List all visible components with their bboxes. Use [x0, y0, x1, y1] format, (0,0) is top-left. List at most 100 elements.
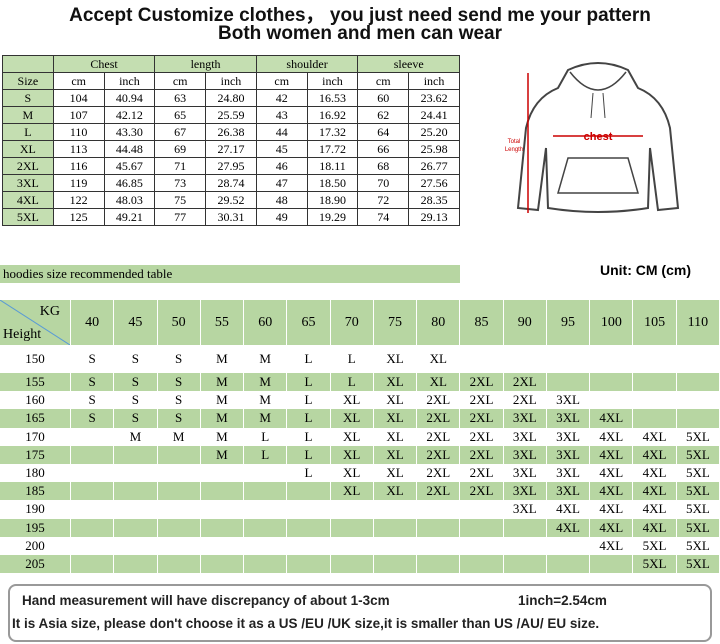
size-cell [286, 500, 331, 519]
size-cell [70, 445, 115, 464]
size-cell: 2XL [459, 463, 504, 483]
size-cell [157, 554, 201, 574]
cell: 24.80 [205, 89, 257, 107]
size-cell [157, 482, 201, 501]
size-cell [632, 345, 677, 373]
size-cell [243, 482, 288, 501]
kg-header: 75 [373, 300, 418, 345]
size-cell: M [200, 391, 245, 410]
size-cell [243, 536, 288, 555]
size-cell: 3XL [503, 463, 547, 483]
size-cell: M [243, 373, 288, 392]
size-cell [70, 554, 115, 574]
size-cell [243, 463, 288, 483]
size-cell: S [113, 391, 158, 410]
header-row: KG Height 40 45 50 55 60 65 70 75 80 85 90 95 100 105 11… [0, 300, 720, 345]
size-row: 5XL 125 49.21 77 30.31 49 19.29 74 29.13 [2, 208, 460, 226]
size-cell [200, 482, 245, 501]
kg-header: 95 [546, 300, 591, 345]
cell: 49.21 [103, 208, 156, 226]
size-cell: XL [373, 391, 418, 410]
cell: 45.67 [103, 157, 156, 175]
size-cell [113, 500, 158, 519]
weight-row: 175 M L L XL XL 2XL 2XL 3XL 3XL 4XL 4XL 5XL [0, 445, 720, 464]
weight-row: 190 3XL 4XL 4XL 4XL 5XL [0, 500, 720, 519]
height-cell: 165 [0, 409, 71, 428]
size-cell [503, 345, 547, 373]
size-cell [676, 391, 720, 410]
cell: 43 [255, 106, 308, 124]
size-row: 3XL 119 46.85 73 28.74 47 18.50 70 27.56 [2, 174, 460, 192]
size-cell: L [286, 463, 331, 483]
weight-row: 150 S S S M M L L XL XL [0, 345, 720, 373]
kg-header: 40 [70, 300, 115, 345]
cell: 74 [357, 208, 410, 226]
cell: 28.74 [205, 174, 257, 192]
kg-header: 100 [589, 300, 634, 345]
size-cell: M [200, 409, 245, 428]
size-cell: XL [373, 345, 418, 373]
cell: 25.98 [408, 140, 460, 158]
size-cell [157, 536, 201, 555]
size-cell [373, 536, 418, 555]
size-cell [589, 345, 634, 373]
size-cell [70, 536, 115, 555]
cell: 27.17 [205, 140, 257, 158]
size-cell [70, 463, 115, 483]
size-row: S 104 40.94 63 24.80 42 16.53 60 23.62 [2, 89, 460, 107]
size-cell: 4XL [589, 409, 634, 428]
size-cell [632, 409, 677, 428]
size-cell: XL [373, 427, 418, 446]
size-cell: M [2, 106, 54, 124]
size-cell [373, 500, 418, 519]
size-cell: M [243, 391, 288, 410]
cell: 60 [357, 89, 410, 107]
size-cell [70, 482, 115, 501]
size-cell [286, 518, 331, 537]
size-cell: 2XL [416, 409, 461, 428]
size-cell: 2XL [459, 391, 504, 410]
size-cell: 5XL [2, 208, 54, 226]
size-cell [70, 518, 115, 537]
size-cell [243, 518, 288, 537]
size-cell: 3XL [503, 500, 547, 519]
size-cell: 4XL [632, 518, 677, 537]
size-cell [157, 518, 201, 537]
cell [2, 55, 54, 73]
unit-header: inch [205, 72, 257, 90]
cell: 113 [52, 140, 105, 158]
size-cell: L [330, 345, 374, 373]
size-cell: 4XL [589, 463, 634, 483]
size-cell [546, 345, 591, 373]
size-cell: XL [2, 140, 54, 158]
size-cell: XL [373, 409, 418, 428]
size-cell: 3XL [546, 409, 591, 428]
group-header: shoulder [255, 55, 359, 73]
cell: 110 [52, 123, 105, 141]
cell: 71 [154, 157, 207, 175]
kg-header: 105 [632, 300, 677, 345]
size-cell: XL [330, 409, 374, 428]
size-cell: 2XL [416, 427, 461, 446]
size-cell: M [200, 345, 245, 373]
size-row: 4XL 122 48.03 75 29.52 48 18.90 72 28.35 [2, 191, 460, 209]
length-label: Length [505, 147, 523, 153]
cell: 28.35 [408, 191, 460, 209]
size-cell: 5XL [676, 500, 720, 519]
size-cell: XL [330, 463, 374, 483]
cell: 77 [154, 208, 207, 226]
size-cell: 4XL [589, 518, 634, 537]
height-cell: 185 [0, 482, 71, 501]
height-cell: 190 [0, 500, 71, 519]
cell: 18.50 [306, 174, 359, 192]
size-cell: 3XL [546, 445, 591, 464]
kg-header: 70 [330, 300, 374, 345]
cell: 30.31 [205, 208, 257, 226]
size-cell: 5XL [676, 482, 720, 501]
size-cell: M [200, 373, 245, 392]
size-cell: 3XL [503, 409, 547, 428]
size-cell: 4XL [632, 427, 677, 446]
size-cell [157, 500, 201, 519]
cell: 45 [255, 140, 308, 158]
size-cell: S [70, 391, 115, 410]
